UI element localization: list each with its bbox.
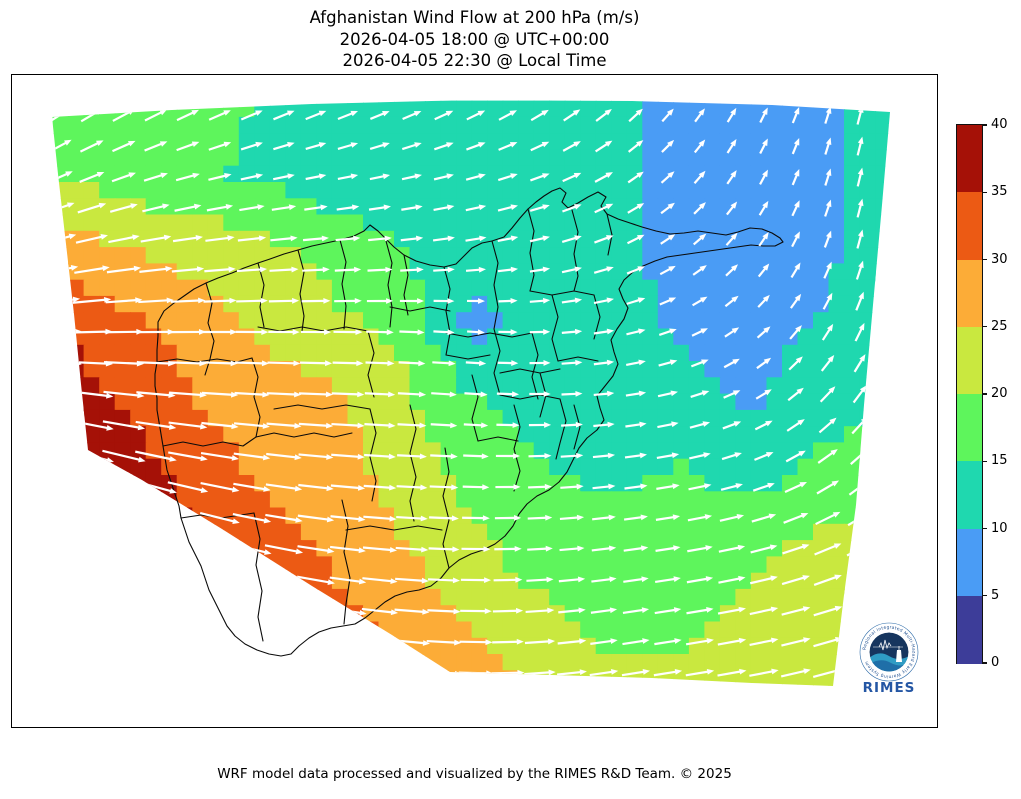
colorbar-tick	[982, 258, 987, 261]
colorbar-tick	[982, 595, 987, 597]
colorbar-tick-label: 5	[991, 587, 1000, 603]
colorbar-tick-label: 25	[991, 318, 1008, 334]
colorbar-segment	[957, 394, 982, 462]
colorbar-tick	[982, 191, 987, 193]
admin-boundaries	[154, 187, 784, 657]
logo-emblem	[869, 632, 909, 672]
colorbar: 0 5 10 15 20 25 30 35 40	[956, 117, 1008, 670]
colorbar-segment	[957, 125, 982, 193]
plot-frame: Regional Integrated Multi-Hazard Early W…	[11, 74, 938, 728]
title-line-1: Afghanistan Wind Flow at 200 hPa (m/s)	[309, 8, 640, 27]
colorbar-tick-label: 0	[991, 655, 1000, 670]
logo-wordmark: RIMES	[863, 680, 916, 696]
title-line-3: 2026-04-05 22:30 @ Local Time	[342, 51, 607, 70]
colorbar-segment	[957, 192, 982, 260]
colorbar-bar	[956, 124, 983, 664]
colorbar-tick-label: 30	[991, 251, 1008, 267]
colorbar-segment	[957, 528, 982, 597]
colorbar-tick	[982, 527, 987, 530]
figure-title: Afghanistan Wind Flow at 200 hPa (m/s) 2…	[11, 7, 938, 72]
colorbar-tick-label: 40	[991, 117, 1008, 132]
rimes-logo: Regional Integrated Multi-Hazard Early W…	[858, 621, 920, 696]
country-outline	[154, 187, 784, 657]
colorbar-tick	[982, 662, 987, 664]
colorbar-tick-label: 15	[991, 453, 1008, 469]
wind-map: Regional Integrated Multi-Hazard Early W…	[52, 100, 920, 696]
colorbar-segment	[957, 326, 982, 395]
colorbar-tick-label: 10	[991, 520, 1008, 536]
colorbar-segment	[957, 595, 982, 664]
colorbar-tick-label: 35	[991, 184, 1008, 200]
colorbar-tick	[982, 326, 987, 328]
colorbar-tick-label: 20	[991, 386, 1008, 401]
colorbar-segment	[957, 259, 982, 328]
seismogram-icon	[878, 639, 892, 651]
colorbar-tick	[982, 460, 987, 462]
lighthouse-icon	[896, 650, 902, 662]
colorbar-tick	[982, 124, 987, 126]
caption: WRF model data processed and visualized …	[217, 766, 732, 782]
colorbar-segment	[957, 461, 982, 529]
title-line-2: 2026-04-05 18:00 @ UTC+00:00	[339, 29, 610, 49]
colorbar-tick	[982, 393, 987, 395]
